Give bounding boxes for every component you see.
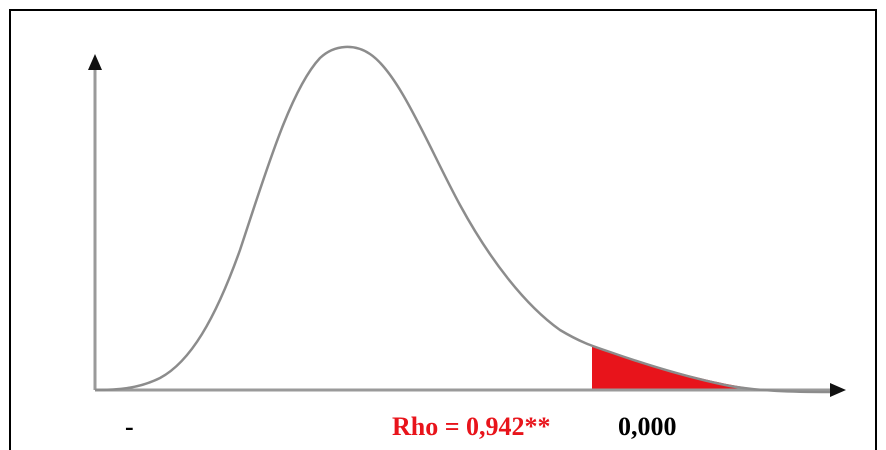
rho-statistic-label: Rho = 0,942** <box>392 412 551 441</box>
distribution-curve <box>94 45 831 394</box>
p-value-label: 0,000 <box>618 412 677 441</box>
figure-frame <box>9 9 877 450</box>
x-axis-arrow-icon <box>830 383 846 397</box>
rejection-region <box>592 345 770 390</box>
left-marker-label: - <box>125 412 134 441</box>
y-axis-arrow-icon <box>88 54 102 70</box>
